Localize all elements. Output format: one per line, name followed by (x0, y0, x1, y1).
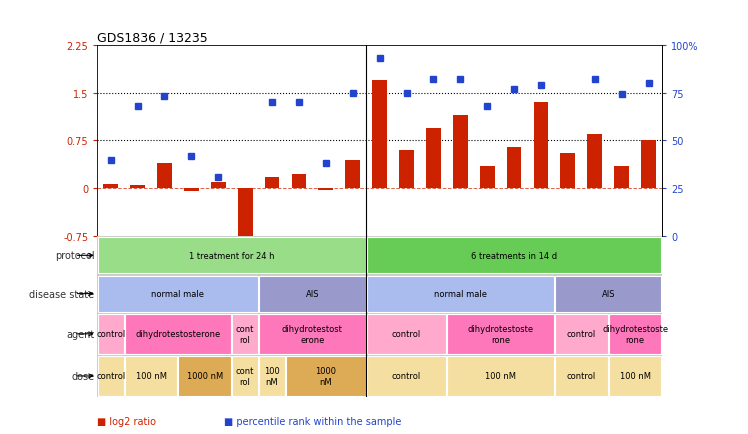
Bar (292, 175, 307, 189)
Text: dihydrotestosterone: dihydrotestosterone (135, 329, 221, 339)
Text: ■ log2 ratio: ■ log2 ratio (97, 416, 156, 426)
FancyBboxPatch shape (367, 238, 661, 274)
Text: dose: dose (71, 371, 94, 381)
Bar (426, 128, 441, 189)
FancyBboxPatch shape (447, 314, 554, 354)
FancyBboxPatch shape (125, 314, 231, 354)
FancyBboxPatch shape (98, 276, 258, 312)
Bar (587, 135, 602, 189)
Bar (641, 141, 656, 189)
Text: control: control (392, 329, 421, 339)
FancyBboxPatch shape (259, 314, 366, 354)
Text: normal male: normal male (151, 289, 204, 299)
Text: cont
rol: cont rol (236, 324, 254, 344)
FancyBboxPatch shape (555, 314, 607, 354)
FancyBboxPatch shape (259, 276, 366, 312)
FancyBboxPatch shape (232, 314, 258, 354)
FancyBboxPatch shape (125, 356, 177, 396)
Text: AIS: AIS (306, 289, 319, 299)
Bar (453, 115, 468, 189)
Bar (614, 167, 629, 189)
Bar (265, 178, 280, 189)
FancyBboxPatch shape (367, 356, 447, 396)
Text: disease state: disease state (29, 289, 94, 299)
Bar (103, 184, 118, 189)
Text: agent: agent (66, 329, 94, 339)
Bar (506, 148, 521, 189)
FancyBboxPatch shape (179, 356, 231, 396)
FancyBboxPatch shape (367, 314, 447, 354)
Text: GDS1836 / 13235: GDS1836 / 13235 (97, 31, 208, 44)
FancyBboxPatch shape (232, 356, 258, 396)
FancyBboxPatch shape (555, 276, 661, 312)
Bar (157, 163, 172, 189)
FancyBboxPatch shape (286, 356, 366, 396)
Bar (130, 186, 145, 189)
Text: 1 treatment for 24 h: 1 treatment for 24 h (189, 251, 275, 260)
Text: 6 treatments in 14 d: 6 treatments in 14 d (471, 251, 557, 260)
Text: control: control (96, 372, 126, 381)
Text: control: control (567, 372, 596, 381)
Bar (238, 189, 253, 243)
Bar (373, 81, 387, 189)
Text: ■ percentile rank within the sample: ■ percentile rank within the sample (224, 416, 402, 426)
Bar (184, 189, 199, 192)
Bar (319, 189, 333, 190)
FancyBboxPatch shape (367, 276, 554, 312)
Text: control: control (392, 372, 421, 381)
FancyBboxPatch shape (98, 238, 366, 274)
Bar (399, 151, 414, 189)
Text: 100
nM: 100 nM (264, 366, 280, 386)
Text: 100 nM: 100 nM (135, 372, 167, 381)
Text: dihydrotestoste
rone: dihydrotestoste rone (602, 324, 668, 344)
Text: 100 nM: 100 nM (485, 372, 516, 381)
FancyBboxPatch shape (609, 314, 661, 354)
Bar (211, 182, 226, 189)
FancyBboxPatch shape (259, 356, 285, 396)
Text: 1000 nM: 1000 nM (187, 372, 223, 381)
Text: cont
rol: cont rol (236, 366, 254, 386)
Bar (533, 103, 548, 189)
Text: protocol: protocol (55, 251, 94, 261)
Bar (479, 167, 494, 189)
Text: control: control (567, 329, 596, 339)
Bar (560, 154, 575, 189)
FancyBboxPatch shape (98, 356, 123, 396)
Text: dihydrotestoste
rone: dihydrotestoste rone (468, 324, 533, 344)
Bar (346, 160, 360, 189)
FancyBboxPatch shape (98, 314, 123, 354)
FancyBboxPatch shape (609, 356, 661, 396)
Text: AIS: AIS (601, 289, 615, 299)
Text: 1000
nM: 1000 nM (316, 366, 337, 386)
Text: 100 nM: 100 nM (619, 372, 651, 381)
FancyBboxPatch shape (447, 356, 554, 396)
Text: control: control (96, 329, 126, 339)
FancyBboxPatch shape (555, 356, 607, 396)
Text: normal male: normal male (434, 289, 487, 299)
Text: dihydrotestost
erone: dihydrotestost erone (282, 324, 343, 344)
